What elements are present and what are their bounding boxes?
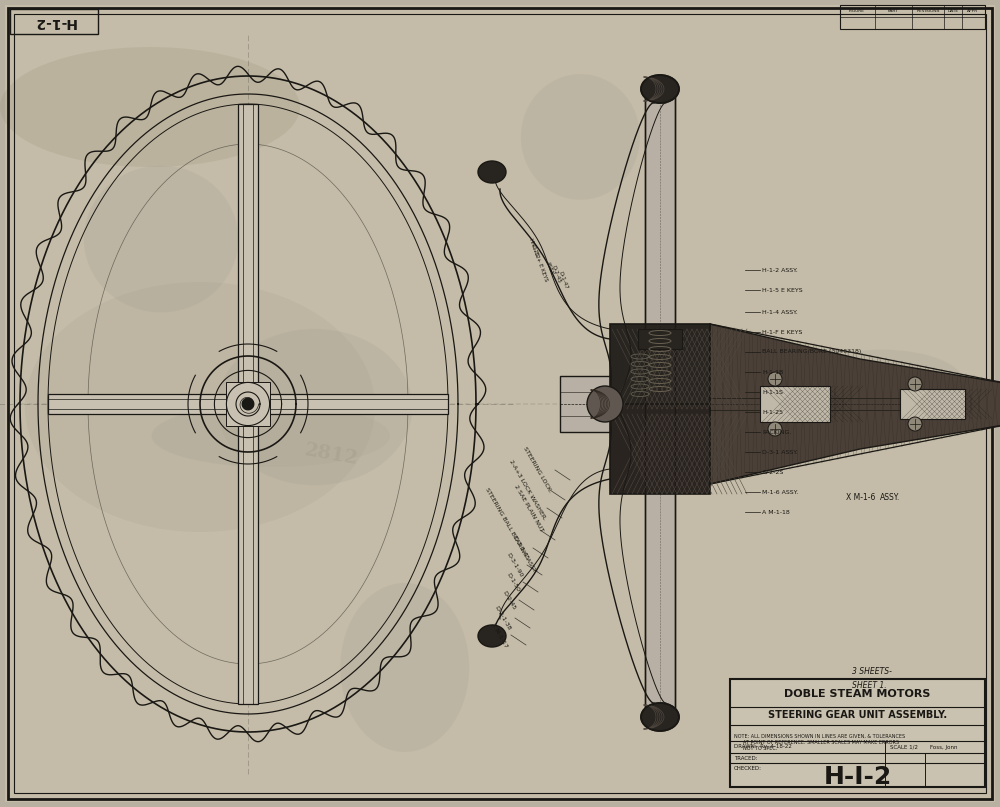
Ellipse shape [521,74,640,200]
Text: REVISIONS: REVISIONS [916,9,940,13]
Bar [638,329,682,349]
Text: 2-A+3 LOCK WASHER.: 2-A+3 LOCK WASHER. [508,459,547,521]
Text: NOTE: ALL DIMENSIONS SHOWN IN LINES ARE GIVEN, & TOLERANCES
      AT POINT OF RE: NOTE: ALL DIMENSIONS SHOWN IN LINES ARE … [734,734,905,751]
Circle shape [908,417,922,431]
Text: BALL BEARING/BORE (3046318): BALL BEARING/BORE (3046318) [762,349,861,354]
Bar [10,9,98,34]
Text: D-1-50: D-1-50 [505,571,520,592]
Text: X M-1-6: X M-1-6 [846,493,875,502]
Text: H-1-12: H-1-12 [529,240,540,260]
Text: D-2-2S: D-2-2S [762,470,783,475]
Bar [48,394,448,414]
Text: PACKING.: PACKING. [762,429,791,434]
Text: X M-1-17: X M-1-17 [490,621,508,648]
Ellipse shape [641,75,679,103]
Text: Foss, Jonn: Foss, Jonn [930,745,958,750]
Text: D-3-1-45: D-3-1-45 [512,535,530,561]
Text: SCALE 1/2: SCALE 1/2 [890,745,918,750]
Text: H-1-25 + E KEYS: H-1-25 + E KEYS [528,238,548,282]
Ellipse shape [478,161,506,183]
Bar [760,386,830,422]
Text: H-1-4 ASSY.: H-1-4 ASSY. [762,310,798,315]
Text: STEERING BALL BEARING ASSY.: STEERING BALL BEARING ASSY. [484,487,537,574]
Ellipse shape [217,328,412,485]
Circle shape [587,386,623,422]
Text: A M-1-18: A M-1-18 [762,509,790,515]
Bar [226,382,270,426]
Circle shape [768,372,782,386]
Text: D-3-1 ASSY.: D-3-1 ASSY. [762,449,798,454]
Bar [730,679,985,787]
Text: D-3-1-90: D-3-1-90 [506,552,524,578]
Text: H-1-25: H-1-25 [762,409,783,415]
Circle shape [768,422,782,436]
Text: STEERING GEAR UNIT ASSEMBLY.: STEERING GEAR UNIT ASSEMBLY. [768,710,947,720]
Polygon shape [958,390,986,418]
Bar [610,404,710,494]
Text: H-1-5 E KEYS: H-1-5 E KEYS [762,287,803,292]
Text: ASSY.: ASSY. [545,261,555,276]
Ellipse shape [84,165,238,312]
Text: 2 SAE PLAIN NUT: 2 SAE PLAIN NUT [513,483,544,533]
Text: APPR: APPR [967,9,979,13]
Bar [645,87,675,722]
Bar [610,324,710,409]
Text: H-1-2 ASSY.: H-1-2 ASSY. [762,267,798,273]
Ellipse shape [478,625,506,647]
Text: M-1-6 ASSY.: M-1-6 ASSY. [762,490,798,495]
Text: SHEET 1.: SHEET 1. [852,680,887,689]
Text: 3 SHEETS-: 3 SHEETS- [852,667,892,676]
Text: D-2-45: D-2-45 [501,590,516,610]
Ellipse shape [0,47,300,167]
Text: D-1-47: D-1-47 [558,270,569,290]
Text: STEERING LOCK.: STEERING LOCK. [522,446,552,494]
Text: ASSY.: ASSY. [880,493,900,502]
Ellipse shape [152,404,390,467]
Text: PART: PART [888,9,898,13]
Polygon shape [242,398,254,410]
Ellipse shape [340,583,469,752]
Bar [600,390,958,418]
Text: 2812: 2812 [303,441,360,468]
Bar [560,376,625,432]
Polygon shape [710,324,1000,484]
Text: H-1-F E KEYS: H-1-F E KEYS [762,329,802,334]
Bar [238,104,258,704]
Ellipse shape [25,282,375,532]
Ellipse shape [800,349,965,418]
Text: DATE: DATE [947,9,959,13]
Text: CHECKED:: CHECKED: [734,766,762,771]
Circle shape [908,377,922,391]
Text: TRACED:: TRACED: [734,755,758,760]
Bar [900,389,965,419]
Ellipse shape [641,703,679,731]
Text: H-1-2: H-1-2 [33,15,75,29]
Text: FIGURE: FIGURE [849,9,865,13]
Text: DOBLE STEAM MOTORS: DOBLE STEAM MOTORS [784,689,931,699]
Text: H-I-2: H-I-2 [823,765,892,789]
Text: D-2-45: D-2-45 [551,265,562,284]
Text: DRAWN:  Rv. 4-18-22: DRAWN: Rv. 4-18-22 [734,745,792,750]
Bar [840,5,985,29]
Text: H-1-1B: H-1-1B [762,370,783,374]
Text: H-1-1S: H-1-1S [762,390,783,395]
Text: D-2-1-38: D-2-1-38 [494,605,512,631]
